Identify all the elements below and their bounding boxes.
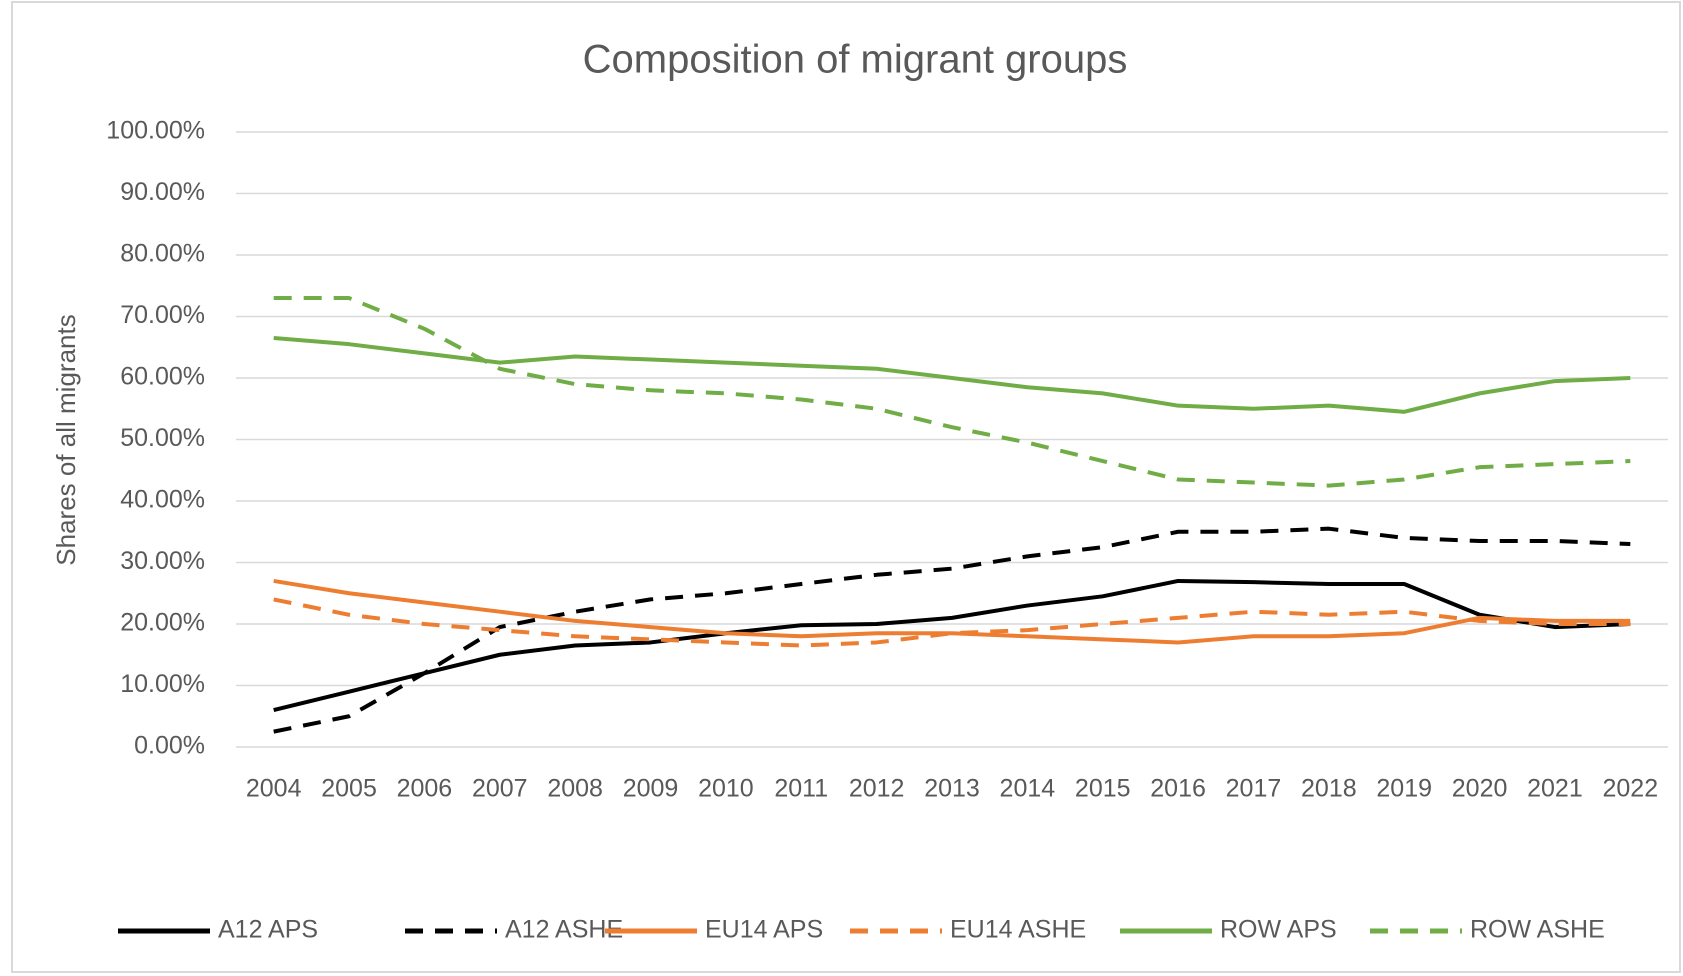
chart-title: Composition of migrant groups [583, 38, 1128, 82]
legend-label: ROW ASHE [1470, 916, 1605, 944]
x-tick-label: 2014 [1000, 775, 1056, 803]
line-series [273, 336, 1631, 414]
x-tick-label: 2021 [1527, 775, 1583, 803]
line-series [273, 578, 1631, 645]
x-tick-label: 2009 [623, 775, 679, 803]
legend-label: A12 APS [218, 916, 318, 944]
y-tick-label: 10.00% [120, 670, 205, 698]
legend-label: A12 ASHE [505, 916, 623, 944]
x-tick-label: 2017 [1226, 775, 1282, 803]
line-series [273, 578, 1631, 713]
chart-border [11, 1, 1681, 973]
y-tick-label: 90.00% [120, 178, 205, 206]
x-tick-label: 2004 [246, 775, 302, 803]
x-tick-label: 2015 [1075, 775, 1131, 803]
x-tick-label: 2010 [698, 775, 754, 803]
x-tick-label: 2008 [547, 775, 603, 803]
y-tick-label: 50.00% [120, 424, 205, 452]
x-tick-label: 2005 [321, 775, 377, 803]
legend-label: EU14 APS [705, 916, 823, 944]
y-tick-label: 100.00% [106, 117, 205, 145]
y-tick-label: 20.00% [120, 609, 205, 637]
y-tick-label: 0.00% [134, 732, 205, 760]
x-tick-label: 2011 [774, 775, 828, 803]
y-tick-label: 60.00% [120, 363, 205, 391]
x-tick-label: 2013 [924, 775, 980, 803]
legend-label: EU14 ASHE [950, 916, 1086, 944]
x-tick-label: 2018 [1301, 775, 1357, 803]
y-axis-label: Shares of all migrants [51, 314, 81, 565]
x-tick-label: 2020 [1452, 775, 1508, 803]
y-tick-label: 30.00% [120, 547, 205, 575]
x-tick-label: 2006 [397, 775, 453, 803]
x-tick-label: 2012 [849, 775, 905, 803]
y-tick-label: 40.00% [120, 486, 205, 514]
legend-label: ROW APS [1220, 916, 1337, 944]
x-tick-label: 2007 [472, 775, 528, 803]
x-tick-label: 2016 [1150, 775, 1206, 803]
line-series [273, 526, 1631, 734]
x-tick-label: 2019 [1376, 775, 1432, 803]
x-tick-label: 2022 [1603, 775, 1659, 803]
line-series [273, 296, 1631, 488]
y-tick-label: 80.00% [120, 240, 205, 268]
y-tick-label: 70.00% [120, 301, 205, 329]
